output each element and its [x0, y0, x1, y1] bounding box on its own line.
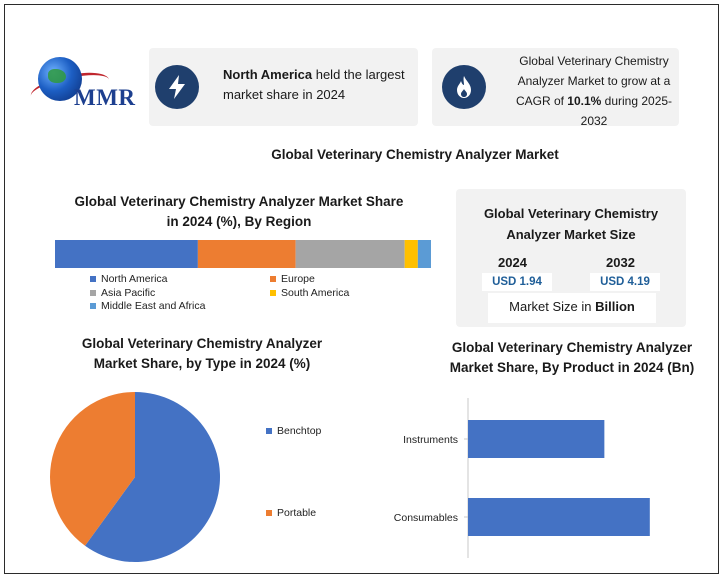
infographic-frame — [4, 4, 719, 574]
type-pie-chart — [50, 392, 221, 562]
type-chart-title: Global Veterinary Chemistry Analyzer Mar… — [81, 336, 323, 371]
legend-swatch — [270, 289, 276, 296]
legend-swatch — [90, 303, 96, 309]
region-segment-north-america — [55, 240, 198, 268]
pie-slice-portable — [50, 392, 135, 546]
highlight-region-bold: North America — [223, 67, 313, 82]
legend-swatch — [266, 510, 272, 516]
type-legend-portable: Portable — [266, 507, 316, 519]
product-chart-title: Global Veterinary Chemistry Analyzer Mar… — [449, 340, 695, 375]
legend-label: Middle East and Africa — [101, 300, 206, 312]
pie-slice-benchtop — [85, 392, 221, 562]
legend-swatch — [90, 289, 96, 296]
caption-pre: Market Size in — [509, 299, 596, 314]
region-legend-middle-east-and-africa: Middle East and Africa — [90, 300, 205, 312]
highlight-region-text: North America held the largest market sh… — [223, 65, 418, 105]
region-segment-europe — [197, 240, 296, 268]
region-chart-title: Global Veterinary Chemistry Analyzer Mar… — [74, 194, 404, 229]
legend-label: Asia Pacific — [101, 286, 156, 299]
cagr-value: 10.1% — [567, 94, 602, 108]
main-title: Global Veterinary Chemistry Analyzer Mar… — [271, 147, 559, 162]
legend-swatch — [270, 276, 276, 282]
brand-name: MMR — [74, 85, 136, 110]
globe-icon — [38, 57, 82, 101]
product-label-consumables: Consumables — [394, 512, 458, 524]
product-bar-instruments — [468, 420, 605, 458]
region-legend-asia-pacific: Asia Pacific — [90, 287, 155, 299]
region-segment-middle-east-and-africa — [417, 240, 431, 268]
region-stacked-bar — [55, 240, 431, 268]
market-size-title: Global Veterinary Chemistry Analyzer Mar… — [483, 206, 659, 242]
mmr-logo: MMR — [28, 55, 140, 115]
highlight-card-region: North America held the largest market sh… — [149, 48, 418, 126]
market-size-card: Global Veterinary Chemistry Analyzer Mar… — [456, 189, 686, 327]
value-2032: USD 4.19 — [590, 273, 660, 291]
region-legend-north-america: North America — [90, 273, 168, 285]
legend-swatch — [90, 276, 96, 282]
market-size-caption: Market Size in Billion — [488, 293, 656, 323]
year-2024: 2024 — [498, 255, 527, 270]
lightning-icon — [155, 65, 199, 109]
highlight-card-cagr: Global Veterinary Chemistry Analyzer Mar… — [432, 48, 679, 128]
flame-icon — [442, 65, 486, 109]
region-legend-europe: Europe — [270, 273, 315, 285]
type-legend-benchtop: Benchtop — [266, 425, 321, 437]
region-segment-asia-pacific — [295, 240, 405, 268]
product-bar-consumables — [468, 498, 650, 536]
product-label-instruments: Instruments — [403, 434, 458, 446]
cagr-text-post: during 2025-2032 — [580, 94, 673, 128]
caption-unit: Billion — [595, 299, 635, 314]
product-bar-chart: Instruments Consumables — [394, 398, 650, 558]
highlight-cagr-text: Global Veterinary Chemistry Analyzer Mar… — [512, 51, 676, 131]
legend-label: Europe — [281, 273, 315, 285]
region-legend-south-america: South America — [270, 287, 349, 299]
highlight-region-rest: held the largest market share in 2024 — [223, 67, 405, 102]
cagr-text-pre: Global Veterinary Chemistry Analyzer Mar… — [515, 54, 671, 108]
legend-label: Benchtop — [277, 425, 322, 437]
value-2024: USD 1.94 — [482, 273, 552, 291]
region-segment-south-america — [404, 240, 418, 268]
legend-swatch — [266, 428, 272, 434]
legend-label: South America — [281, 286, 350, 299]
legend-label: North America — [101, 273, 168, 285]
legend-label: Portable — [277, 507, 317, 519]
year-2032: 2032 — [606, 255, 635, 270]
